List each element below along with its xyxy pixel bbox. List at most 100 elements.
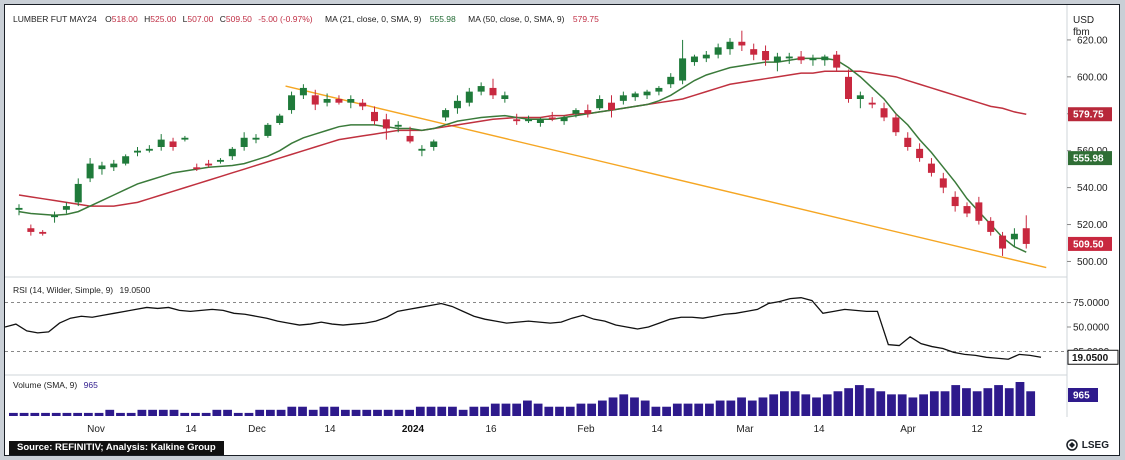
candle-body bbox=[821, 56, 829, 61]
candle bbox=[418, 145, 426, 157]
volume-bar bbox=[897, 394, 907, 416]
volume-bar bbox=[844, 388, 854, 416]
candle bbox=[762, 45, 770, 66]
candle bbox=[335, 95, 343, 105]
rsi-value-tag-text: 19.0500 bbox=[1072, 353, 1109, 364]
candle-body bbox=[169, 141, 177, 147]
volume-bar bbox=[597, 400, 607, 416]
candle-body bbox=[667, 76, 675, 85]
candle-body bbox=[240, 137, 248, 147]
candle bbox=[98, 161, 106, 175]
source-footer: Source: REFINITIV; Analysis: Kalkine Gro… bbox=[9, 441, 224, 455]
volume-bar bbox=[148, 409, 157, 416]
volume-bar bbox=[812, 397, 821, 416]
volume-bar bbox=[126, 412, 136, 416]
volume-bar bbox=[790, 391, 800, 416]
rsi-tick-label: 50.0000 bbox=[1073, 323, 1110, 334]
candle-body bbox=[868, 102, 876, 105]
candle bbox=[702, 51, 710, 63]
chart-svg[interactable]: LUMBER FUT MAY24 O518.00 H525.00 L507.00… bbox=[5, 5, 1121, 457]
candle-body bbox=[643, 91, 651, 96]
volume-bar bbox=[319, 406, 329, 416]
volume-bar bbox=[276, 409, 286, 416]
ma50-price-tag: 579.75 bbox=[1068, 107, 1112, 122]
volume-bar bbox=[244, 412, 254, 416]
candle-body bbox=[299, 87, 307, 96]
time-axis-label: Apr bbox=[900, 424, 916, 435]
candle-body bbox=[264, 124, 272, 136]
volume-bar bbox=[340, 409, 350, 416]
volume-bar bbox=[30, 412, 40, 416]
volume-pane[interactable] bbox=[9, 382, 1036, 416]
candle bbox=[951, 191, 959, 212]
candle bbox=[288, 91, 296, 114]
ma21-price-tag-text: 555.98 bbox=[1073, 154, 1104, 165]
candle bbox=[181, 135, 189, 142]
volume-bar bbox=[9, 412, 18, 416]
volume-bar bbox=[73, 412, 83, 416]
volume-bar bbox=[908, 397, 918, 416]
candle bbox=[643, 89, 651, 99]
candle bbox=[608, 95, 615, 118]
volume-bar bbox=[266, 409, 275, 416]
candle bbox=[501, 91, 509, 103]
chart-header: LUMBER FUT MAY24 O518.00 H525.00 L507.00… bbox=[13, 14, 599, 24]
price-unit-line2: fbm bbox=[1073, 27, 1090, 38]
candle bbox=[513, 113, 521, 125]
rsi-pane[interactable] bbox=[5, 297, 1067, 360]
volume-bar bbox=[330, 406, 340, 416]
volume-bar bbox=[201, 412, 211, 416]
candle-body bbox=[86, 163, 94, 179]
candle bbox=[264, 123, 272, 138]
candle bbox=[122, 154, 130, 166]
rsi-tick-label: 75.0000 bbox=[1073, 298, 1110, 309]
candle bbox=[430, 139, 438, 151]
volume-bar bbox=[780, 391, 789, 416]
volume-bar bbox=[801, 394, 811, 416]
candle bbox=[311, 89, 319, 111]
price-unit-line1: USD bbox=[1073, 15, 1094, 26]
candle-body bbox=[382, 119, 390, 129]
candle bbox=[465, 87, 473, 107]
candle bbox=[572, 108, 580, 118]
candle-body bbox=[726, 41, 734, 50]
candle bbox=[169, 137, 177, 151]
candle-body bbox=[999, 235, 1007, 249]
candle bbox=[525, 115, 533, 123]
price-pane[interactable] bbox=[15, 30, 1047, 269]
candle bbox=[833, 51, 841, 72]
open-value: 518.00 bbox=[112, 14, 138, 24]
candle-body bbox=[560, 117, 568, 122]
volume-bar bbox=[458, 409, 468, 416]
candle-body bbox=[655, 87, 663, 92]
time-axis-label: Dec bbox=[248, 424, 266, 435]
candle bbox=[916, 143, 924, 162]
candle-body bbox=[288, 95, 296, 111]
open-label: O bbox=[105, 14, 112, 24]
candle-body bbox=[134, 150, 141, 153]
candle bbox=[856, 91, 864, 109]
volume-bar bbox=[223, 409, 232, 416]
volume-bar bbox=[180, 412, 190, 416]
volume-bar bbox=[362, 409, 372, 416]
candle bbox=[276, 113, 284, 125]
candle bbox=[382, 113, 390, 140]
volume-value-tag-text: 965 bbox=[1073, 391, 1090, 402]
time-axis-label: 16 bbox=[485, 424, 497, 435]
volume-bar bbox=[1026, 391, 1036, 416]
volume-bar bbox=[233, 412, 243, 416]
candle-body bbox=[785, 56, 793, 59]
volume-bar bbox=[105, 409, 115, 416]
rsi-line bbox=[5, 297, 1042, 360]
candle-body bbox=[181, 137, 189, 140]
candle bbox=[797, 51, 805, 64]
candle bbox=[584, 104, 592, 118]
ma50-legend: MA (50, close, 0, SMA, 9) bbox=[468, 14, 565, 24]
volume-label: Volume (SMA, 9) bbox=[13, 380, 77, 390]
candle bbox=[110, 159, 118, 171]
candle bbox=[596, 95, 604, 111]
ma50-line bbox=[18, 70, 1027, 207]
candle-body bbox=[252, 137, 260, 140]
rsi-pane-label: RSI (14, Wilder, Simple, 9) 19.0500 bbox=[13, 285, 151, 295]
candle bbox=[62, 202, 70, 214]
